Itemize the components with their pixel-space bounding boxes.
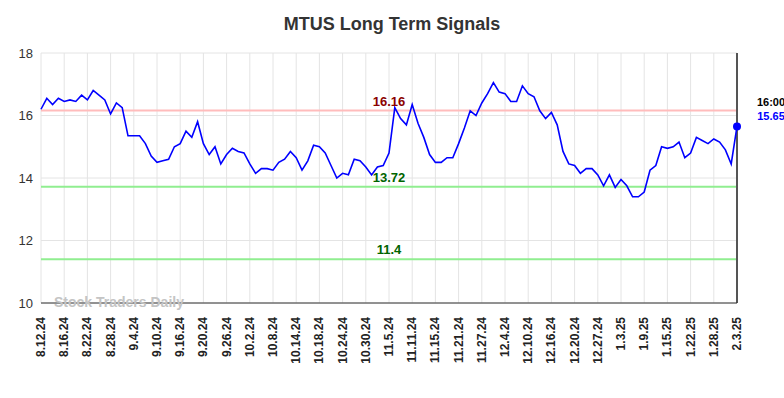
svg-text:8.12.24: 8.12.24 bbox=[34, 317, 48, 357]
svg-text:11.4: 11.4 bbox=[377, 242, 402, 257]
svg-text:16:00: 16:00 bbox=[757, 96, 776, 108]
svg-text:12.10.24: 12.10.24 bbox=[521, 317, 535, 364]
svg-text:10.2.24: 10.2.24 bbox=[243, 317, 257, 357]
svg-text:13.72: 13.72 bbox=[373, 170, 406, 185]
svg-text:11.11.24: 11.11.24 bbox=[405, 317, 419, 363]
svg-text:14: 14 bbox=[19, 171, 33, 186]
svg-text:11.15.24: 11.15.24 bbox=[428, 317, 442, 363]
svg-text:12.20.24: 12.20.24 bbox=[568, 317, 582, 364]
svg-text:12: 12 bbox=[19, 233, 33, 248]
svg-text:9.4.24: 9.4.24 bbox=[127, 317, 141, 351]
svg-text:8.22.24: 8.22.24 bbox=[80, 317, 94, 357]
svg-text:10: 10 bbox=[19, 296, 33, 311]
svg-text:11.21.24: 11.21.24 bbox=[452, 317, 466, 363]
html-text:Stock Traders Daily: Stock Traders Daily bbox=[54, 294, 184, 310]
svg-text:1.3.25: 1.3.25 bbox=[614, 317, 628, 351]
svg-text:1.28.25: 1.28.25 bbox=[707, 317, 721, 357]
svg-text:10.18.24: 10.18.24 bbox=[312, 317, 326, 364]
svg-text:1.15.25: 1.15.25 bbox=[660, 317, 674, 357]
svg-text:9.26.24: 9.26.24 bbox=[220, 317, 234, 357]
svg-text:8.28.24: 8.28.24 bbox=[104, 317, 118, 357]
svg-text:9.20.24: 9.20.24 bbox=[196, 317, 210, 357]
svg-text:9.10.24: 9.10.24 bbox=[150, 317, 164, 357]
html-text:MTUS Long Term Signals: MTUS Long Term Signals bbox=[283, 14, 501, 34]
svg-text:12.4.24: 12.4.24 bbox=[498, 317, 512, 357]
svg-text:10.24.24: 10.24.24 bbox=[336, 317, 350, 364]
svg-text:1.22.25: 1.22.25 bbox=[684, 317, 698, 357]
svg-text:11.27.24: 11.27.24 bbox=[475, 317, 489, 363]
svg-text:11.5.24: 11.5.24 bbox=[382, 317, 396, 357]
svg-text:12.27.24: 12.27.24 bbox=[591, 317, 605, 364]
svg-text:8.16.24: 8.16.24 bbox=[57, 317, 71, 357]
svg-text:10.8.24: 10.8.24 bbox=[266, 317, 280, 357]
svg-text:9.16.24: 9.16.24 bbox=[173, 317, 187, 357]
svg-text:15.65: 15.65 bbox=[757, 110, 776, 122]
svg-text:18: 18 bbox=[19, 46, 33, 61]
svg-text:16.16: 16.16 bbox=[373, 94, 406, 109]
svg-text:1.9.25: 1.9.25 bbox=[637, 317, 651, 351]
svg-text:2.3.25: 2.3.25 bbox=[730, 317, 744, 351]
svg-text:10.30.24: 10.30.24 bbox=[359, 317, 373, 364]
svg-text:16: 16 bbox=[19, 108, 33, 123]
svg-text:10.14.24: 10.14.24 bbox=[289, 317, 303, 364]
svg-text:12.16.24: 12.16.24 bbox=[544, 317, 558, 364]
